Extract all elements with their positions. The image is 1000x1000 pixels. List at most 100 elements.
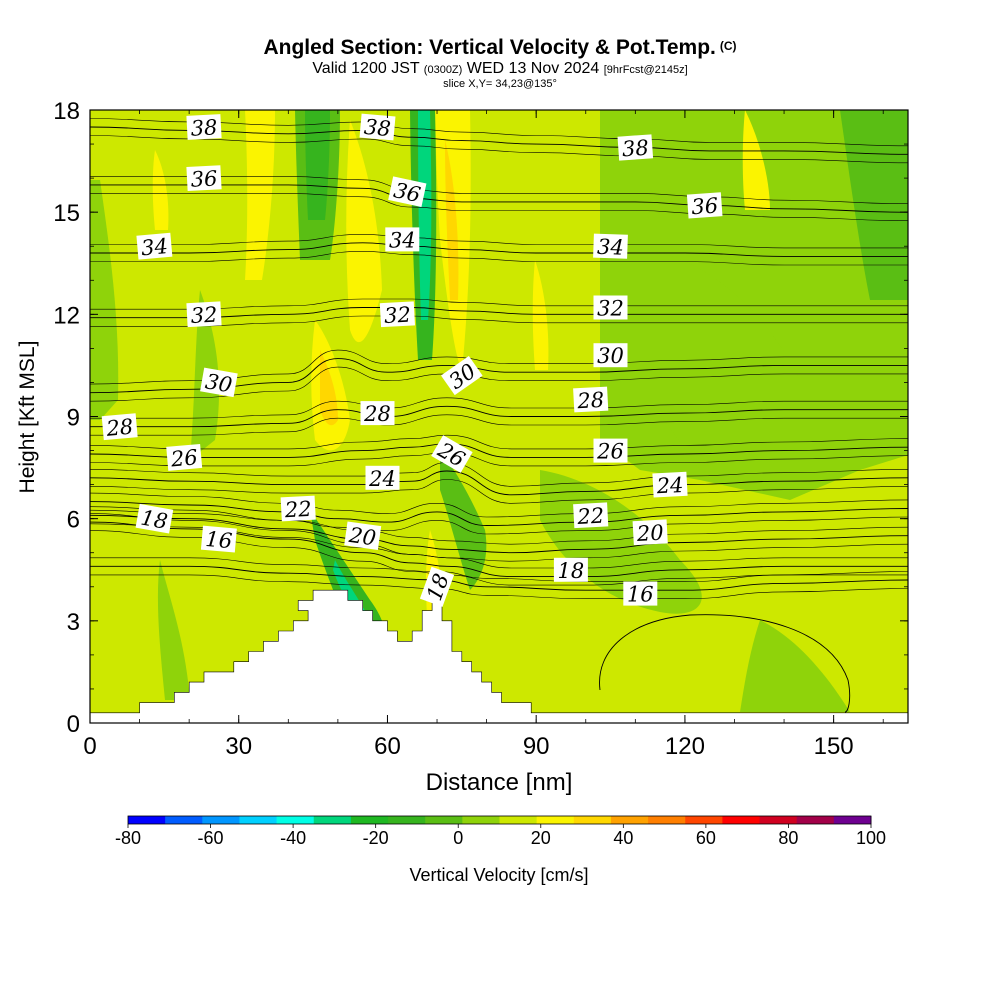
- isentrope-minor: [90, 135, 908, 164]
- svg-text:26: 26: [596, 440, 624, 464]
- contour-label: 38: [359, 113, 396, 141]
- svg-text:20: 20: [635, 521, 664, 546]
- svg-text:36: 36: [691, 193, 719, 219]
- contour-label: 28: [360, 401, 395, 426]
- isentrope-minor: [90, 509, 908, 535]
- colorbar-swatch: [128, 816, 166, 824]
- colorbar-swatch: [796, 816, 835, 824]
- isentrope-34: [90, 242, 908, 257]
- isentrope-28: [90, 405, 908, 428]
- field-region: [245, 110, 275, 280]
- field-region: [346, 120, 382, 343]
- field-region: [742, 110, 770, 210]
- x-tick-label: 30: [225, 733, 252, 760]
- isentrope-22: [90, 501, 908, 526]
- contour-label: 34: [136, 232, 173, 260]
- contour-label: 36: [388, 176, 427, 207]
- slice-info: slice X,Y= 34,23@135°: [443, 78, 557, 90]
- contour-label: 36: [686, 192, 723, 219]
- isentrope-minor: [90, 193, 908, 221]
- isentrope-minor: [90, 250, 908, 266]
- x-tick-label: 120: [665, 733, 705, 760]
- x-tick-label: 0: [83, 733, 96, 760]
- y-tick-label: 0: [67, 711, 80, 738]
- colorbar-swatch: [833, 816, 872, 824]
- colorbar-swatch: [239, 816, 278, 824]
- svg-text:16: 16: [204, 527, 233, 553]
- svg-text:30: 30: [203, 369, 233, 397]
- isentrope-38: [90, 126, 908, 155]
- valid-utc: (0300Z): [423, 64, 463, 76]
- field-region: [90, 180, 119, 420]
- isentrope-minor: [90, 397, 908, 419]
- contour-label: 32: [186, 301, 222, 328]
- colorbar: -80 -60 -40 -20 0 20 40 60 80 100: [115, 815, 886, 848]
- colorbar-tick-label: 20: [531, 828, 551, 848]
- valid-time: Valid 1200 JST (0300Z) WED 13 Nov 2024 […: [312, 60, 688, 77]
- valid-date: WED 13 Nov 2024: [466, 60, 600, 77]
- contour-label: 20: [344, 521, 382, 551]
- svg-text:32: 32: [597, 297, 624, 321]
- svg-text:30: 30: [597, 344, 624, 368]
- field-region: [418, 110, 432, 320]
- colorbar-swatch: [388, 816, 426, 824]
- contour-label: 38: [617, 134, 654, 161]
- y-axis-label: Height [Kft MSL]: [16, 341, 39, 494]
- contour-label: 24: [365, 465, 400, 491]
- terrain: [90, 589, 908, 723]
- svg-text:28: 28: [104, 415, 134, 441]
- x-tick-label: 60: [374, 733, 401, 760]
- field-region: [305, 110, 330, 220]
- svg-text:32: 32: [190, 303, 218, 328]
- svg-text:38: 38: [190, 115, 218, 140]
- svg-text:26: 26: [169, 445, 199, 471]
- contour-label: 32: [379, 301, 416, 328]
- isentrope-minor: [90, 479, 908, 504]
- svg-text:24: 24: [655, 473, 684, 498]
- isentrope-minor: [90, 414, 908, 436]
- y-tick-label: 3: [67, 609, 80, 636]
- svg-text:34: 34: [389, 228, 416, 252]
- forecast-info: [9hrFcst@2145z]: [603, 64, 688, 76]
- isentrope-20: [90, 514, 908, 554]
- colorbar-tick-label: 100: [856, 828, 886, 848]
- contour-label: 18: [553, 557, 588, 583]
- contour-label: 30: [200, 367, 238, 398]
- field-region: [445, 140, 459, 300]
- title-unit: (C): [719, 39, 737, 53]
- colorbar-swatch: [722, 816, 761, 824]
- y-tick-label: 6: [67, 507, 80, 534]
- colorbar-swatch: [759, 816, 798, 824]
- isentrope-18: [90, 521, 908, 578]
- svg-text:34: 34: [597, 235, 625, 260]
- colorbar-swatch: [425, 816, 463, 824]
- isentrope-minor: [90, 557, 908, 583]
- contour-label: 16: [623, 581, 658, 607]
- colorbar-swatch: [648, 816, 686, 824]
- x-tick-label: 90: [523, 733, 550, 760]
- colorbar-label: Vertical Velocity [cm/s]: [409, 865, 588, 885]
- isentrope-minor: [90, 506, 908, 545]
- field-region: [320, 350, 338, 426]
- colorbar-tick-label: -60: [198, 828, 224, 848]
- svg-text:20: 20: [347, 523, 378, 551]
- colorbar-swatch: [610, 816, 649, 824]
- colorbar-tick-label: 80: [778, 828, 798, 848]
- colorbar-swatch: [202, 816, 240, 824]
- isentrope-oval: [599, 614, 851, 713]
- colorbar-swatch: [165, 816, 203, 824]
- contour-label: 36: [186, 165, 222, 192]
- svg-text:24: 24: [368, 467, 396, 491]
- svg-text:18: 18: [558, 559, 585, 583]
- y-tick-label: 18: [53, 98, 80, 125]
- isentrope-minor: [90, 118, 908, 147]
- svg-text:36: 36: [392, 178, 423, 207]
- isentrope-minor: [90, 176, 908, 204]
- colorbar-tick-label: -20: [363, 828, 389, 848]
- field-region: [440, 450, 487, 590]
- isentrope-16: [90, 565, 908, 591]
- isentrope-minor: [90, 349, 908, 385]
